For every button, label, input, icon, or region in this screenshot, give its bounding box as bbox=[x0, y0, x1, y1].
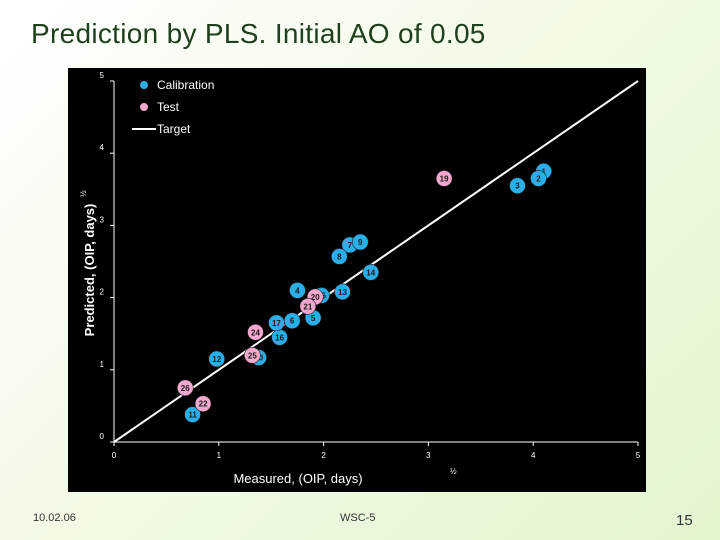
test-point-label: 26 bbox=[181, 384, 190, 393]
calibration-point-8 bbox=[331, 248, 348, 265]
test-point-21 bbox=[299, 297, 317, 315]
calibration-point-label: 14 bbox=[366, 268, 375, 277]
x-tick-label: 5 bbox=[636, 451, 641, 460]
test-point-label: 19 bbox=[440, 174, 449, 183]
test-point-label: 22 bbox=[199, 400, 208, 409]
test-point-label: 20 bbox=[311, 293, 320, 302]
legend-target-label: Target bbox=[157, 122, 191, 136]
calibration-point-label: 2 bbox=[536, 174, 541, 183]
legend-calibration-label: Calibration bbox=[157, 78, 214, 92]
calibration-point-3 bbox=[509, 177, 526, 194]
calibration-point-label: 1 bbox=[541, 167, 546, 176]
y-tick-label: 5 bbox=[100, 71, 105, 80]
calibration-point-label: 8 bbox=[337, 252, 342, 261]
calibration-point-17 bbox=[268, 314, 285, 332]
legend: Calibration Test Target bbox=[132, 78, 214, 136]
y-tick-label: 2 bbox=[100, 288, 105, 297]
calibration-point-label: 7 bbox=[348, 241, 353, 250]
footer-date: 10.02.06 bbox=[33, 512, 76, 524]
calibration-point-label: 5 bbox=[311, 314, 316, 323]
test-point-label: 25 bbox=[248, 351, 257, 360]
y-tick-label: 1 bbox=[100, 360, 105, 369]
y-axis-title: Predicted, (OIP, days) bbox=[82, 204, 97, 337]
x-axis-title: Measured, (OIP, days) bbox=[233, 471, 362, 486]
calibration-point-9 bbox=[351, 233, 369, 251]
target-line-layer bbox=[113, 80, 639, 443]
test-point-label: 24 bbox=[251, 328, 260, 337]
calibration-point-13 bbox=[334, 283, 351, 301]
test-point-24 bbox=[247, 323, 264, 341]
test-point-26 bbox=[176, 379, 194, 397]
x-tick-label: 4 bbox=[531, 451, 536, 460]
calibration-point-label: 13 bbox=[338, 288, 347, 297]
legend-calibration-swatch bbox=[140, 81, 148, 89]
y-axis-title-exponent: ½ bbox=[79, 190, 88, 197]
legend-test-swatch bbox=[140, 103, 148, 111]
calibration-point-label: 16 bbox=[275, 333, 284, 342]
calibration-point-4 bbox=[289, 282, 306, 299]
calibration-point-label: 9 bbox=[358, 238, 363, 247]
y-axis-title-group: Predicted, (OIP, days) ½ bbox=[79, 190, 97, 336]
calibration-point-label: 6 bbox=[290, 317, 295, 326]
legend-test-label: Test bbox=[157, 100, 180, 114]
calibration-point-label: 3 bbox=[515, 182, 520, 191]
test-point-label: 21 bbox=[303, 302, 312, 311]
x-tick-label: 2 bbox=[321, 451, 326, 460]
data-points-layer: 123456789101112131415161719202122242526 bbox=[176, 162, 552, 423]
x-tick-label: 1 bbox=[217, 451, 222, 460]
test-point-22 bbox=[194, 395, 212, 413]
y-tick-label: 3 bbox=[100, 215, 105, 224]
test-point-25 bbox=[244, 347, 261, 364]
test-point-19 bbox=[435, 170, 453, 187]
x-tick-label: 3 bbox=[426, 451, 431, 460]
target-line bbox=[113, 80, 639, 443]
calibration-point-label: 17 bbox=[272, 319, 281, 328]
x-tick-label: 0 bbox=[112, 451, 117, 460]
calibration-point-label: 11 bbox=[188, 411, 197, 420]
y-tick-label: 0 bbox=[100, 432, 105, 441]
calibration-point-2 bbox=[530, 170, 547, 187]
footer-presentation-id: WSC-5 bbox=[340, 512, 376, 524]
page-number: 15 bbox=[676, 512, 693, 529]
calibration-point-14 bbox=[362, 264, 380, 281]
calibration-point-11 bbox=[184, 406, 201, 423]
slide-title: Prediction by PLS. Initial AO of 0.05 bbox=[31, 18, 486, 49]
calibration-point-label: 12 bbox=[212, 355, 221, 364]
y-tick-label: 4 bbox=[100, 143, 105, 152]
calibration-point-12 bbox=[208, 350, 226, 368]
calibration-point-label: 4 bbox=[295, 286, 300, 295]
x-axis-title-exponent: ½ bbox=[450, 467, 457, 476]
